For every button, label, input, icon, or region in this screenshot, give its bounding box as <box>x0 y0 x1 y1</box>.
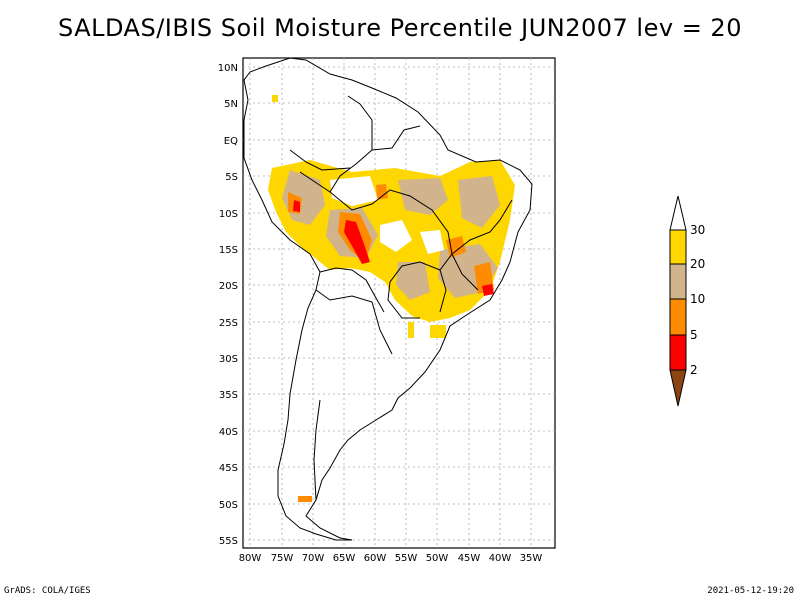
legend-5-10 <box>669 298 687 336</box>
lat-label: 25S <box>219 318 238 329</box>
lon-axis-labels: 80W 75W 70W 65W 60W 55W 50W 45W 40W 35W <box>239 553 543 564</box>
lat-label: 5N <box>224 99 238 110</box>
legend-label: 30 <box>690 223 705 237</box>
lat-label: 10N <box>218 63 238 74</box>
legend-label: 2 <box>690 363 698 377</box>
lat-label: 45S <box>219 463 238 474</box>
legend-2-5 <box>669 334 687 371</box>
lon-label: 35W <box>520 553 543 564</box>
color-legend <box>669 195 687 407</box>
lon-label: 50W <box>426 553 449 564</box>
map-title: SALDAS/IBIS Soil Moisture Percentile JUN… <box>58 14 742 42</box>
lat-label: 35S <box>219 390 238 401</box>
lon-label: 70W <box>302 553 325 564</box>
lat-label: 20S <box>219 281 238 292</box>
footer-timestamp: 2021-05-12-19:20 <box>707 586 794 596</box>
legend-labels: 30 20 10 5 2 <box>690 223 705 377</box>
legend-label: 20 <box>690 257 705 271</box>
footer-credit: GrADS: COLA/IGES <box>4 586 91 596</box>
lat-label: 30S <box>219 354 238 365</box>
legend-10-20 <box>669 263 687 300</box>
lon-label: 75W <box>271 553 294 564</box>
legend-below-2 <box>669 369 687 407</box>
legend-label: 10 <box>690 292 705 306</box>
lat-label: 5S <box>225 172 238 183</box>
lon-label: 40W <box>489 553 512 564</box>
legend-20-30 <box>669 229 687 265</box>
map-frame <box>242 57 556 549</box>
lat-label: 50S <box>219 500 238 511</box>
lat-label: 55S <box>219 536 238 547</box>
percentile-shading <box>268 95 515 502</box>
lat-label: EQ <box>224 136 238 147</box>
lat-axis-labels: 10N 5N EQ 5S 10S 15S 20S 25S 30S 35S 40S… <box>218 63 238 547</box>
legend-label: 5 <box>690 328 698 342</box>
lon-label: 65W <box>333 553 356 564</box>
legend-above-30 <box>669 195 687 231</box>
lon-label: 80W <box>239 553 262 564</box>
coastlines <box>243 57 533 541</box>
lat-label: 10S <box>219 209 238 220</box>
lon-label: 45W <box>458 553 481 564</box>
lon-label: 55W <box>395 553 418 564</box>
lon-label: 60W <box>364 553 387 564</box>
lat-label: 15S <box>219 245 238 256</box>
lat-label: 40S <box>219 427 238 438</box>
